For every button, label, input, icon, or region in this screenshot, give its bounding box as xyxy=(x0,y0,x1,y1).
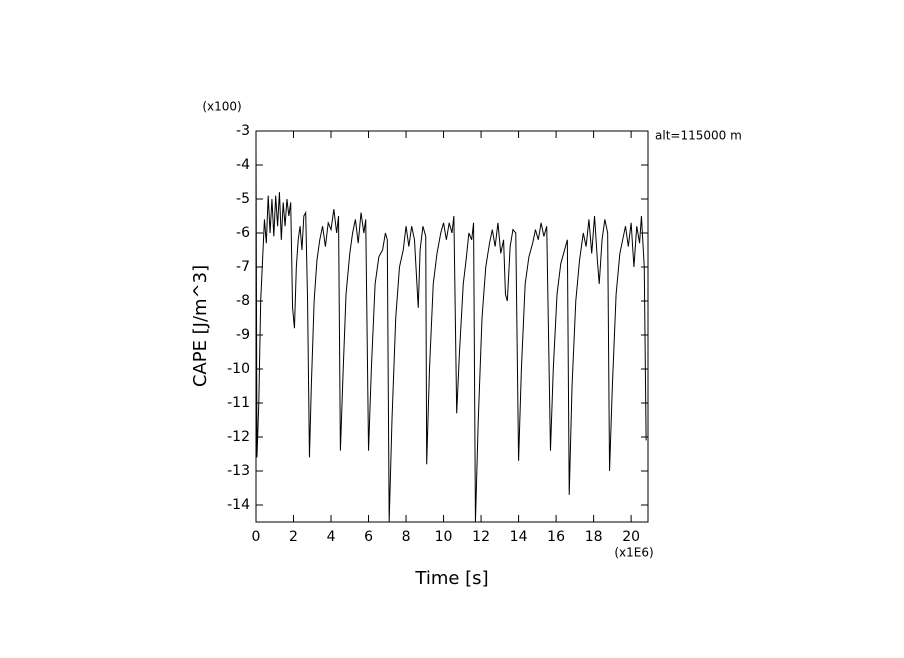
y-tick-label: -8 xyxy=(236,293,250,309)
y-tick-label: -7 xyxy=(236,259,250,275)
x-multiplier: (x1E6) xyxy=(614,546,653,560)
y-tick-label: -4 xyxy=(236,157,250,173)
y-multiplier: (x100) xyxy=(202,100,241,114)
plot-frame xyxy=(255,130,649,523)
x-tick-label: 18 xyxy=(585,529,603,545)
x-axis-title: Time [s] xyxy=(414,568,488,589)
annotation: alt=115000 m xyxy=(655,129,742,143)
x-tick-label: 4 xyxy=(327,529,336,545)
y-tick-label: -13 xyxy=(227,463,250,479)
y-tick-label: -3 xyxy=(236,123,250,139)
y-tick-label: -10 xyxy=(227,361,250,377)
x-tick-label: 8 xyxy=(402,529,411,545)
y-tick-label: -11 xyxy=(227,395,250,411)
y-tick-label: -6 xyxy=(236,225,250,241)
x-tick-label: 0 xyxy=(252,529,261,545)
x-tick-label: 16 xyxy=(547,529,565,545)
y-tick-label: -14 xyxy=(227,497,250,513)
x-tick-label: 10 xyxy=(435,529,453,545)
data-line xyxy=(256,144,647,522)
y-tick-label: -9 xyxy=(236,327,250,343)
x-tick-label: 2 xyxy=(289,529,298,545)
x-tick-label: 12 xyxy=(472,529,490,545)
y-tick-label: -5 xyxy=(236,191,250,207)
x-tick-label: 20 xyxy=(622,529,640,545)
x-tick-label: 6 xyxy=(364,529,373,545)
x-tick-label: 14 xyxy=(510,529,528,545)
y-tick-label: -12 xyxy=(227,429,250,445)
y-axis-title: CAPE [J/m^3] xyxy=(190,265,211,387)
